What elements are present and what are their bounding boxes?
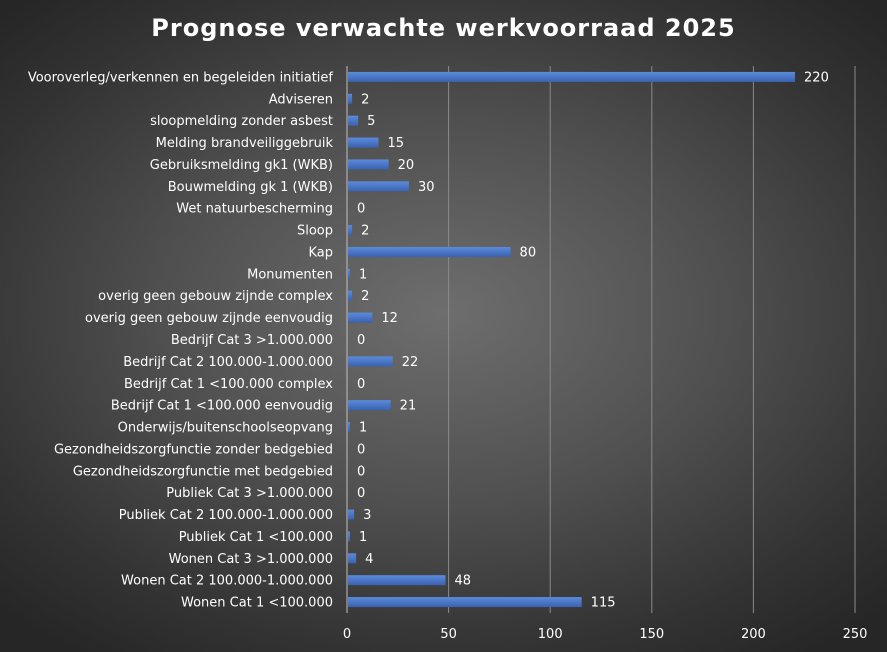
- data-label: 12: [381, 311, 398, 326]
- category-label: Publiek Cat 1 <100.000: [179, 530, 333, 545]
- category-label: Gezondheidszorgfunctie met bedgebied: [73, 464, 333, 479]
- category-label: overig geen gebouw zijnde complex: [98, 289, 333, 304]
- bar: [348, 137, 379, 148]
- x-tick-label: 100: [538, 627, 563, 642]
- category-label: Wonen Cat 2 100.000-1.000.000: [121, 574, 333, 589]
- bar: [348, 312, 373, 323]
- category-label: Bedrijf Cat 1 <100.000 complex: [124, 377, 333, 392]
- category-label: Melding brandveiliggebruik: [156, 136, 334, 151]
- category-label: Vooroverleg/verkennen en begeleiden init…: [28, 70, 334, 85]
- category-label: Wonen Cat 3 >1.000.000: [169, 552, 333, 567]
- data-label: 0: [357, 377, 365, 392]
- category-label: Gebruiksmelding gk1 (WKB): [150, 158, 333, 173]
- x-tick-label: 0: [343, 627, 351, 642]
- x-tick-label: 50: [440, 627, 457, 642]
- category-label: Bedrijf Cat 3 >1.000.000: [171, 333, 333, 348]
- data-label: 80: [520, 245, 537, 260]
- bar: [348, 509, 355, 520]
- category-label: Bouwmelding gk 1 (WKB): [168, 180, 333, 195]
- category-label: Bedrijf Cat 1 <100.000 eenvoudig: [111, 399, 333, 414]
- bar: [348, 400, 391, 411]
- bar: [348, 531, 351, 542]
- bar: [348, 181, 409, 192]
- category-label: Wet natuurbescherming: [176, 202, 333, 217]
- bars: [348, 71, 796, 608]
- category-label: Wonen Cat 1 <100.000: [181, 596, 333, 611]
- data-label: 0: [357, 333, 365, 348]
- data-label: 0: [357, 486, 365, 501]
- data-label: 21: [400, 399, 417, 414]
- data-label: 48: [455, 574, 472, 589]
- data-label: 20: [398, 158, 415, 173]
- category-label: Publiek Cat 3 >1.000.000: [166, 486, 333, 501]
- bar: [348, 575, 446, 586]
- bar: [348, 225, 353, 236]
- category-label: Gezondheidszorgfunctie zonder bedgebied: [54, 442, 333, 457]
- bar: [348, 159, 389, 170]
- data-label: 2: [361, 224, 369, 239]
- x-tick-label: 150: [639, 627, 664, 642]
- chart-title: Prognose verwachte werkvoorraad 2025: [151, 14, 736, 42]
- data-label: 22: [402, 355, 419, 370]
- bar: [348, 246, 511, 257]
- category-label: sloopmelding zonder asbest: [150, 114, 333, 129]
- data-label: 220: [804, 70, 829, 85]
- data-label: 0: [357, 442, 365, 457]
- category-label: overig geen gebouw zijnde eenvoudig: [85, 311, 333, 326]
- bar: [348, 115, 359, 126]
- data-label: 1: [359, 267, 367, 282]
- data-label: 5: [367, 114, 375, 129]
- data-label: 1: [359, 421, 367, 436]
- data-label: 2: [361, 289, 369, 304]
- data-label: 2: [361, 92, 369, 107]
- data-label: 1: [359, 530, 367, 545]
- data-label: 0: [357, 464, 365, 479]
- bar: [348, 71, 796, 82]
- bar: [348, 356, 393, 367]
- bar: [348, 268, 351, 279]
- gridlines: [346, 66, 856, 613]
- bar: [348, 93, 353, 104]
- bar: [348, 290, 353, 301]
- bar: [348, 597, 582, 608]
- category-label: Publiek Cat 2 100.000-1.000.000: [119, 508, 333, 523]
- bar: [348, 553, 357, 564]
- bar: [348, 422, 351, 433]
- x-tick-label: 250: [843, 627, 868, 642]
- data-label: 4: [365, 552, 373, 567]
- data-label: 15: [387, 136, 404, 151]
- category-label: Kap: [308, 245, 333, 260]
- category-label: Adviseren: [269, 92, 333, 107]
- category-label: Sloop: [297, 224, 333, 239]
- data-label: 0: [357, 202, 365, 217]
- data-label: 3: [363, 508, 371, 523]
- category-label: Bedrijf Cat 2 100.000-1.000.000: [123, 355, 333, 370]
- data-label: 115: [591, 596, 616, 611]
- category-label: Monumenten: [247, 267, 333, 282]
- data-label: 30: [418, 180, 435, 195]
- x-tick-label: 200: [741, 627, 766, 642]
- category-label: Onderwijs/buitenschoolseopvang: [118, 421, 333, 436]
